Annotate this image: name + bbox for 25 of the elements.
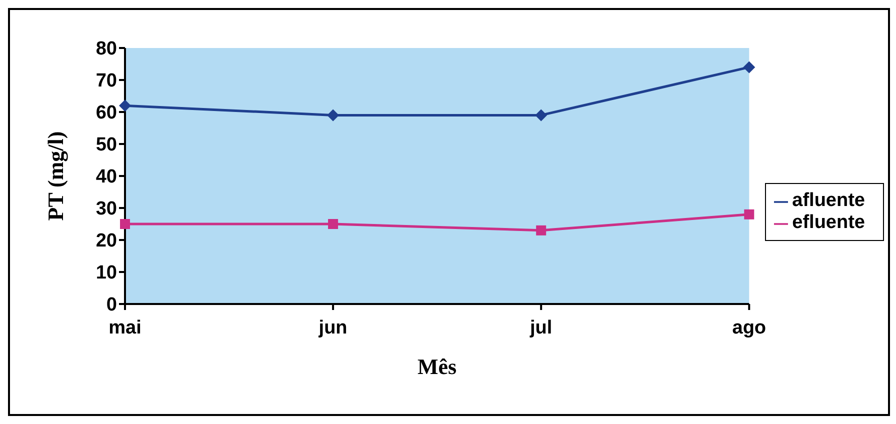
y-tick-label: 0	[106, 294, 117, 316]
point	[536, 225, 546, 236]
point	[328, 219, 338, 229]
point	[743, 61, 756, 74]
y-tick-label: 80	[96, 38, 117, 60]
y-tick-label: 60	[96, 102, 117, 124]
point	[744, 209, 754, 220]
legend-label: afluente	[792, 190, 865, 211]
point	[535, 109, 548, 122]
point	[120, 219, 130, 229]
x-tick-label: jul	[529, 317, 552, 338]
y-tick-label: 40	[96, 166, 117, 188]
point	[327, 109, 340, 122]
y-tick-label: 50	[96, 134, 117, 156]
y-axis-title: PT (mg/l)	[42, 131, 68, 221]
x-tick-label: mai	[108, 317, 142, 338]
y-tick-label: 20	[96, 230, 117, 252]
legend-label: efluente	[792, 212, 865, 233]
y-tick-label: 70	[96, 70, 117, 92]
y-tick-label: 30	[96, 198, 117, 220]
y-tick-label: 10	[96, 262, 117, 284]
x-axis-title: Mês	[418, 354, 458, 379]
x-tick-label: ago	[732, 317, 766, 338]
point	[119, 100, 131, 112]
x-tick-label: jun	[318, 317, 348, 338]
